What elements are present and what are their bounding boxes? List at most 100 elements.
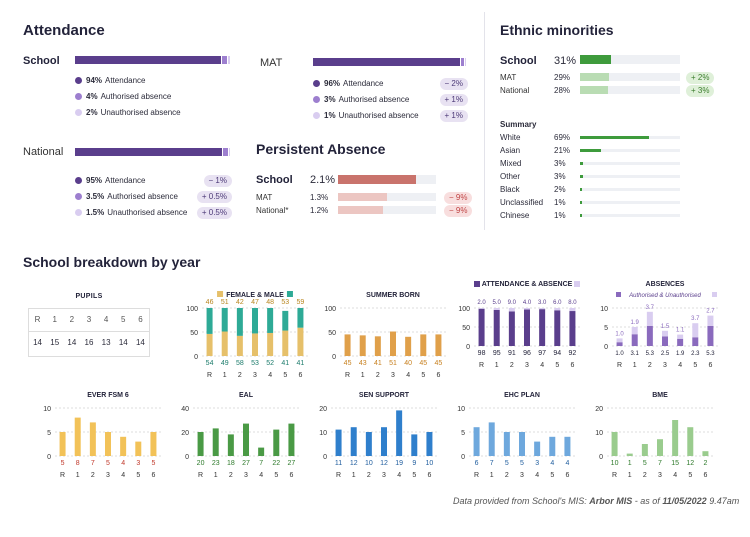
eal-bar xyxy=(288,423,295,456)
ever_fsm6-data-label: 5 xyxy=(151,460,155,467)
ever_fsm6-data-label: 8 xyxy=(76,460,80,467)
sen_support-bar xyxy=(350,427,357,456)
summer_born-xtick: 4 xyxy=(406,372,410,379)
absences-bar-unauthorised xyxy=(662,330,668,337)
absences-ytick: 5 xyxy=(604,325,608,332)
attendance-mat-legend-value: 96% xyxy=(324,79,341,88)
summer_born-data-label: 51 xyxy=(389,360,397,367)
section-divider xyxy=(484,12,485,230)
female_male-bar-female xyxy=(267,332,274,356)
attendance-mat-legend-label: Attendance xyxy=(343,79,384,88)
attendance_absence-data-label: 94 xyxy=(553,350,561,357)
attendance_absence-xtick: 1 xyxy=(495,362,499,369)
female_male-ytick: 0 xyxy=(194,354,198,361)
pa-mat-bar xyxy=(338,193,387,201)
ethnic-summary-value: 21% xyxy=(554,146,571,155)
female_male-data-label: 53 xyxy=(281,299,289,306)
attendance-school-segment xyxy=(75,56,221,64)
attendance_absence-ytick: 0 xyxy=(466,344,470,351)
ehc_plan-bar xyxy=(564,436,571,456)
absences-data-label: 1.0 xyxy=(615,351,624,357)
legend-dot-icon xyxy=(75,93,82,101)
absences-bar-authorised xyxy=(616,342,623,346)
ehc_plan-data-label: 3 xyxy=(535,460,539,467)
absences-bar-authorised xyxy=(677,338,684,346)
summer_born-ytick: 0 xyxy=(332,354,336,361)
bme-xtick: R xyxy=(612,472,617,479)
ethnic-summary-bar xyxy=(580,162,583,165)
footer-prefix: Data provided from School's MIS: xyxy=(453,496,590,506)
pupils-year: 2 xyxy=(69,315,75,325)
attendance-mat-legend-delta: + 1% xyxy=(439,110,468,122)
ehc_plan-ytick: 5 xyxy=(461,430,465,437)
ever_fsm6-ytick: 5 xyxy=(47,430,51,437)
attendance_absence-data-label: 5.0 xyxy=(493,300,502,306)
attendance-school-segment xyxy=(226,56,230,64)
attendance-school-legend-label: Attendance xyxy=(105,76,146,85)
attendance-national-legend-label: Attendance xyxy=(105,176,146,185)
attendance-mat-label: MAT xyxy=(260,57,283,69)
absences-data-label: 3.1 xyxy=(631,351,640,357)
sen_support-data-label: 12 xyxy=(350,460,358,467)
pa-national-delta: − 9% xyxy=(444,205,473,217)
attendance-title: Attendance xyxy=(23,22,105,39)
female_male-xtick: R xyxy=(207,372,212,379)
ever_fsm6-data-label: 4 xyxy=(121,460,125,467)
attendance_absence-data-label: 4.0 xyxy=(523,300,532,306)
attendance_absence-bar-absence xyxy=(554,308,561,311)
bme-bar xyxy=(657,439,663,456)
attendance_absence-title: ATTENDANCE & ABSENCE xyxy=(482,281,573,288)
ethnic-summary-value: 69% xyxy=(554,133,571,142)
ehc_plan-data-label: 7 xyxy=(490,460,494,467)
ehc_plan-data-label: 4 xyxy=(550,460,554,467)
female_male-chart: FEMALE & MALE1005004654R5149142582475334… xyxy=(186,291,308,379)
eal-ytick: 40 xyxy=(181,406,189,413)
eal-xtick: 4 xyxy=(259,472,263,479)
pa-national-bar-bg xyxy=(338,206,436,214)
ehc_plan-bar xyxy=(473,427,480,456)
ethnic-summary-bar-bg xyxy=(580,136,680,139)
attendance-school-legend-item: 2% Unauthorised absence xyxy=(75,108,181,124)
bme-data-label: 2 xyxy=(703,460,707,467)
ethnic-summary-item: White 69% xyxy=(500,133,690,146)
ehc_plan-bar xyxy=(519,432,525,456)
footer-date: 11/05/2022 xyxy=(662,496,707,506)
pupils-years-row: R 1 2 3 4 5 6 xyxy=(29,309,149,331)
attendance-mat-legend-delta: − 2% xyxy=(439,78,468,90)
ethnic-summary-label: Asian xyxy=(500,146,521,155)
attendance_absence-bar-absence xyxy=(508,308,515,312)
female_male-data-label: 49 xyxy=(221,360,229,367)
ever_fsm6-xtick: 5 xyxy=(136,472,140,479)
pupils-value: 13 xyxy=(97,330,115,353)
footer-mid: - as of xyxy=(632,496,663,506)
female_male-xtick: 3 xyxy=(253,372,257,379)
ethnic-summary-label: Other xyxy=(500,172,521,181)
sen_support-data-label: 11 xyxy=(335,460,342,467)
ehc_plan-xtick: R xyxy=(474,472,479,479)
attendance-school-legend: 94% Attendance 4% Authorised absence 2% Unaut… xyxy=(75,76,181,124)
absences-bar-unauthorised xyxy=(677,334,684,339)
eal-data-label: 27 xyxy=(242,460,250,467)
absences-xtick: 4 xyxy=(678,362,682,369)
bme-data-label: 7 xyxy=(658,460,662,467)
eal-bar xyxy=(227,434,234,456)
female_male-data-label: 42 xyxy=(236,299,244,306)
attendance-national-segment xyxy=(227,148,230,156)
ethnic-summary-bar-bg xyxy=(580,201,680,204)
ever_fsm6-data-label: 3 xyxy=(136,460,140,467)
absences-data-label: 5.3 xyxy=(646,351,655,357)
bme-data-label: 15 xyxy=(671,460,679,467)
ever_fsm6-data-label: 5 xyxy=(106,460,110,467)
footer-time: 9.47am xyxy=(706,496,740,506)
bme-ytick: 10 xyxy=(595,430,603,437)
summer_born-bar xyxy=(359,335,366,356)
pa-mat-delta: − 9% xyxy=(444,192,473,204)
pupils-title: PUPILS xyxy=(75,293,103,300)
attendance-school-segment xyxy=(220,56,227,64)
attendance_absence-data-label: 2.0 xyxy=(477,300,486,306)
eal-chart: EAL 40 20 0 20 R 23 1 18 2 27 3 7 4 22 5 27 6 xyxy=(181,392,299,479)
sen_support-data-label: 10 xyxy=(426,460,434,467)
bme-bar xyxy=(611,432,618,456)
ethnic-mat-bar-bg xyxy=(580,73,680,81)
